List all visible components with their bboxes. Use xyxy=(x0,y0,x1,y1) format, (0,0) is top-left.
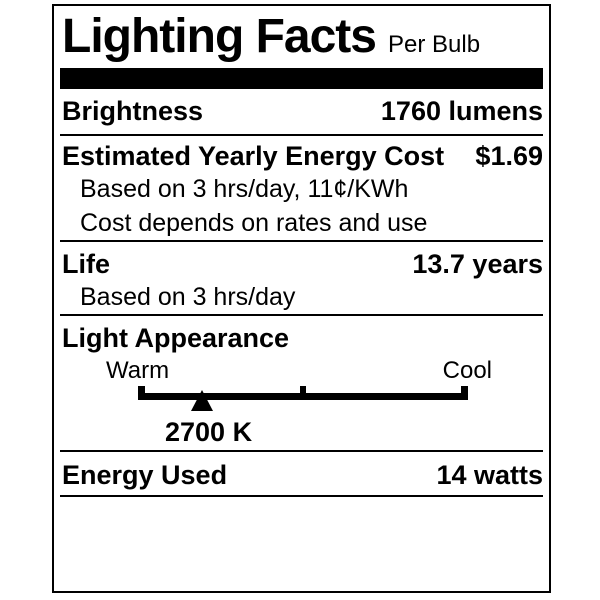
light-appearance-label: Light Appearance xyxy=(62,323,290,354)
brightness-section: Brightness 1760 lumens xyxy=(60,89,543,137)
energy-used-value: 14 watts xyxy=(436,460,543,491)
brightness-label: Brightness xyxy=(62,96,204,127)
label-title: Lighting Facts xyxy=(62,10,377,63)
energy-used-label: Energy Used xyxy=(62,460,228,491)
warm-cool-labels: Warm Cool xyxy=(60,358,543,383)
life-note-usage: Based on 3 hrs/day xyxy=(80,283,296,312)
label-header: Lighting Facts Per Bulb xyxy=(60,10,543,63)
brightness-row: Brightness 1760 lumens xyxy=(60,97,543,125)
life-section: Life 13.7 years Based on 3 hrs/day xyxy=(60,242,543,317)
energy-used-section: Energy Used 14 watts xyxy=(60,452,543,498)
brightness-value: 1760 lumens xyxy=(380,96,543,127)
warm-cool-scale xyxy=(60,386,543,412)
life-value: 13.7 years xyxy=(412,249,543,280)
energy-used-row: Energy Used 14 watts xyxy=(60,461,543,489)
life-label: Life xyxy=(62,249,111,280)
color-temperature-marker-icon xyxy=(191,390,213,412)
lighting-facts-label: Lighting Facts Per Bulb Brightness 1760 … xyxy=(52,4,551,593)
energy-cost-row: Estimated Yearly Energy Cost $1.69 xyxy=(60,142,543,170)
energy-cost-label: Estimated Yearly Energy Cost xyxy=(62,141,445,172)
energy-cost-note-rates: Cost depends on rates and use xyxy=(80,209,428,238)
scale-tick-right xyxy=(461,386,468,401)
scale-tick-middle xyxy=(300,386,306,401)
header-divider-bar xyxy=(60,68,543,90)
label-subtitle: Per Bulb xyxy=(387,31,481,58)
energy-cost-value: $1.69 xyxy=(475,141,543,172)
warm-label: Warm xyxy=(106,357,170,385)
color-temperature-value: 2700 K xyxy=(165,417,253,448)
cool-label: Cool xyxy=(442,357,492,385)
energy-cost-note-usage: Based on 3 hrs/day, 11¢/KWh xyxy=(80,175,409,204)
life-row: Life 13.7 years xyxy=(60,250,543,278)
scale-tick-left xyxy=(138,386,145,401)
energy-cost-section: Estimated Yearly Energy Cost $1.69 Based… xyxy=(60,136,543,243)
light-appearance-section: Light Appearance Warm Cool 2700 K xyxy=(60,316,543,453)
light-appearance-heading-row: Light Appearance xyxy=(60,324,543,352)
